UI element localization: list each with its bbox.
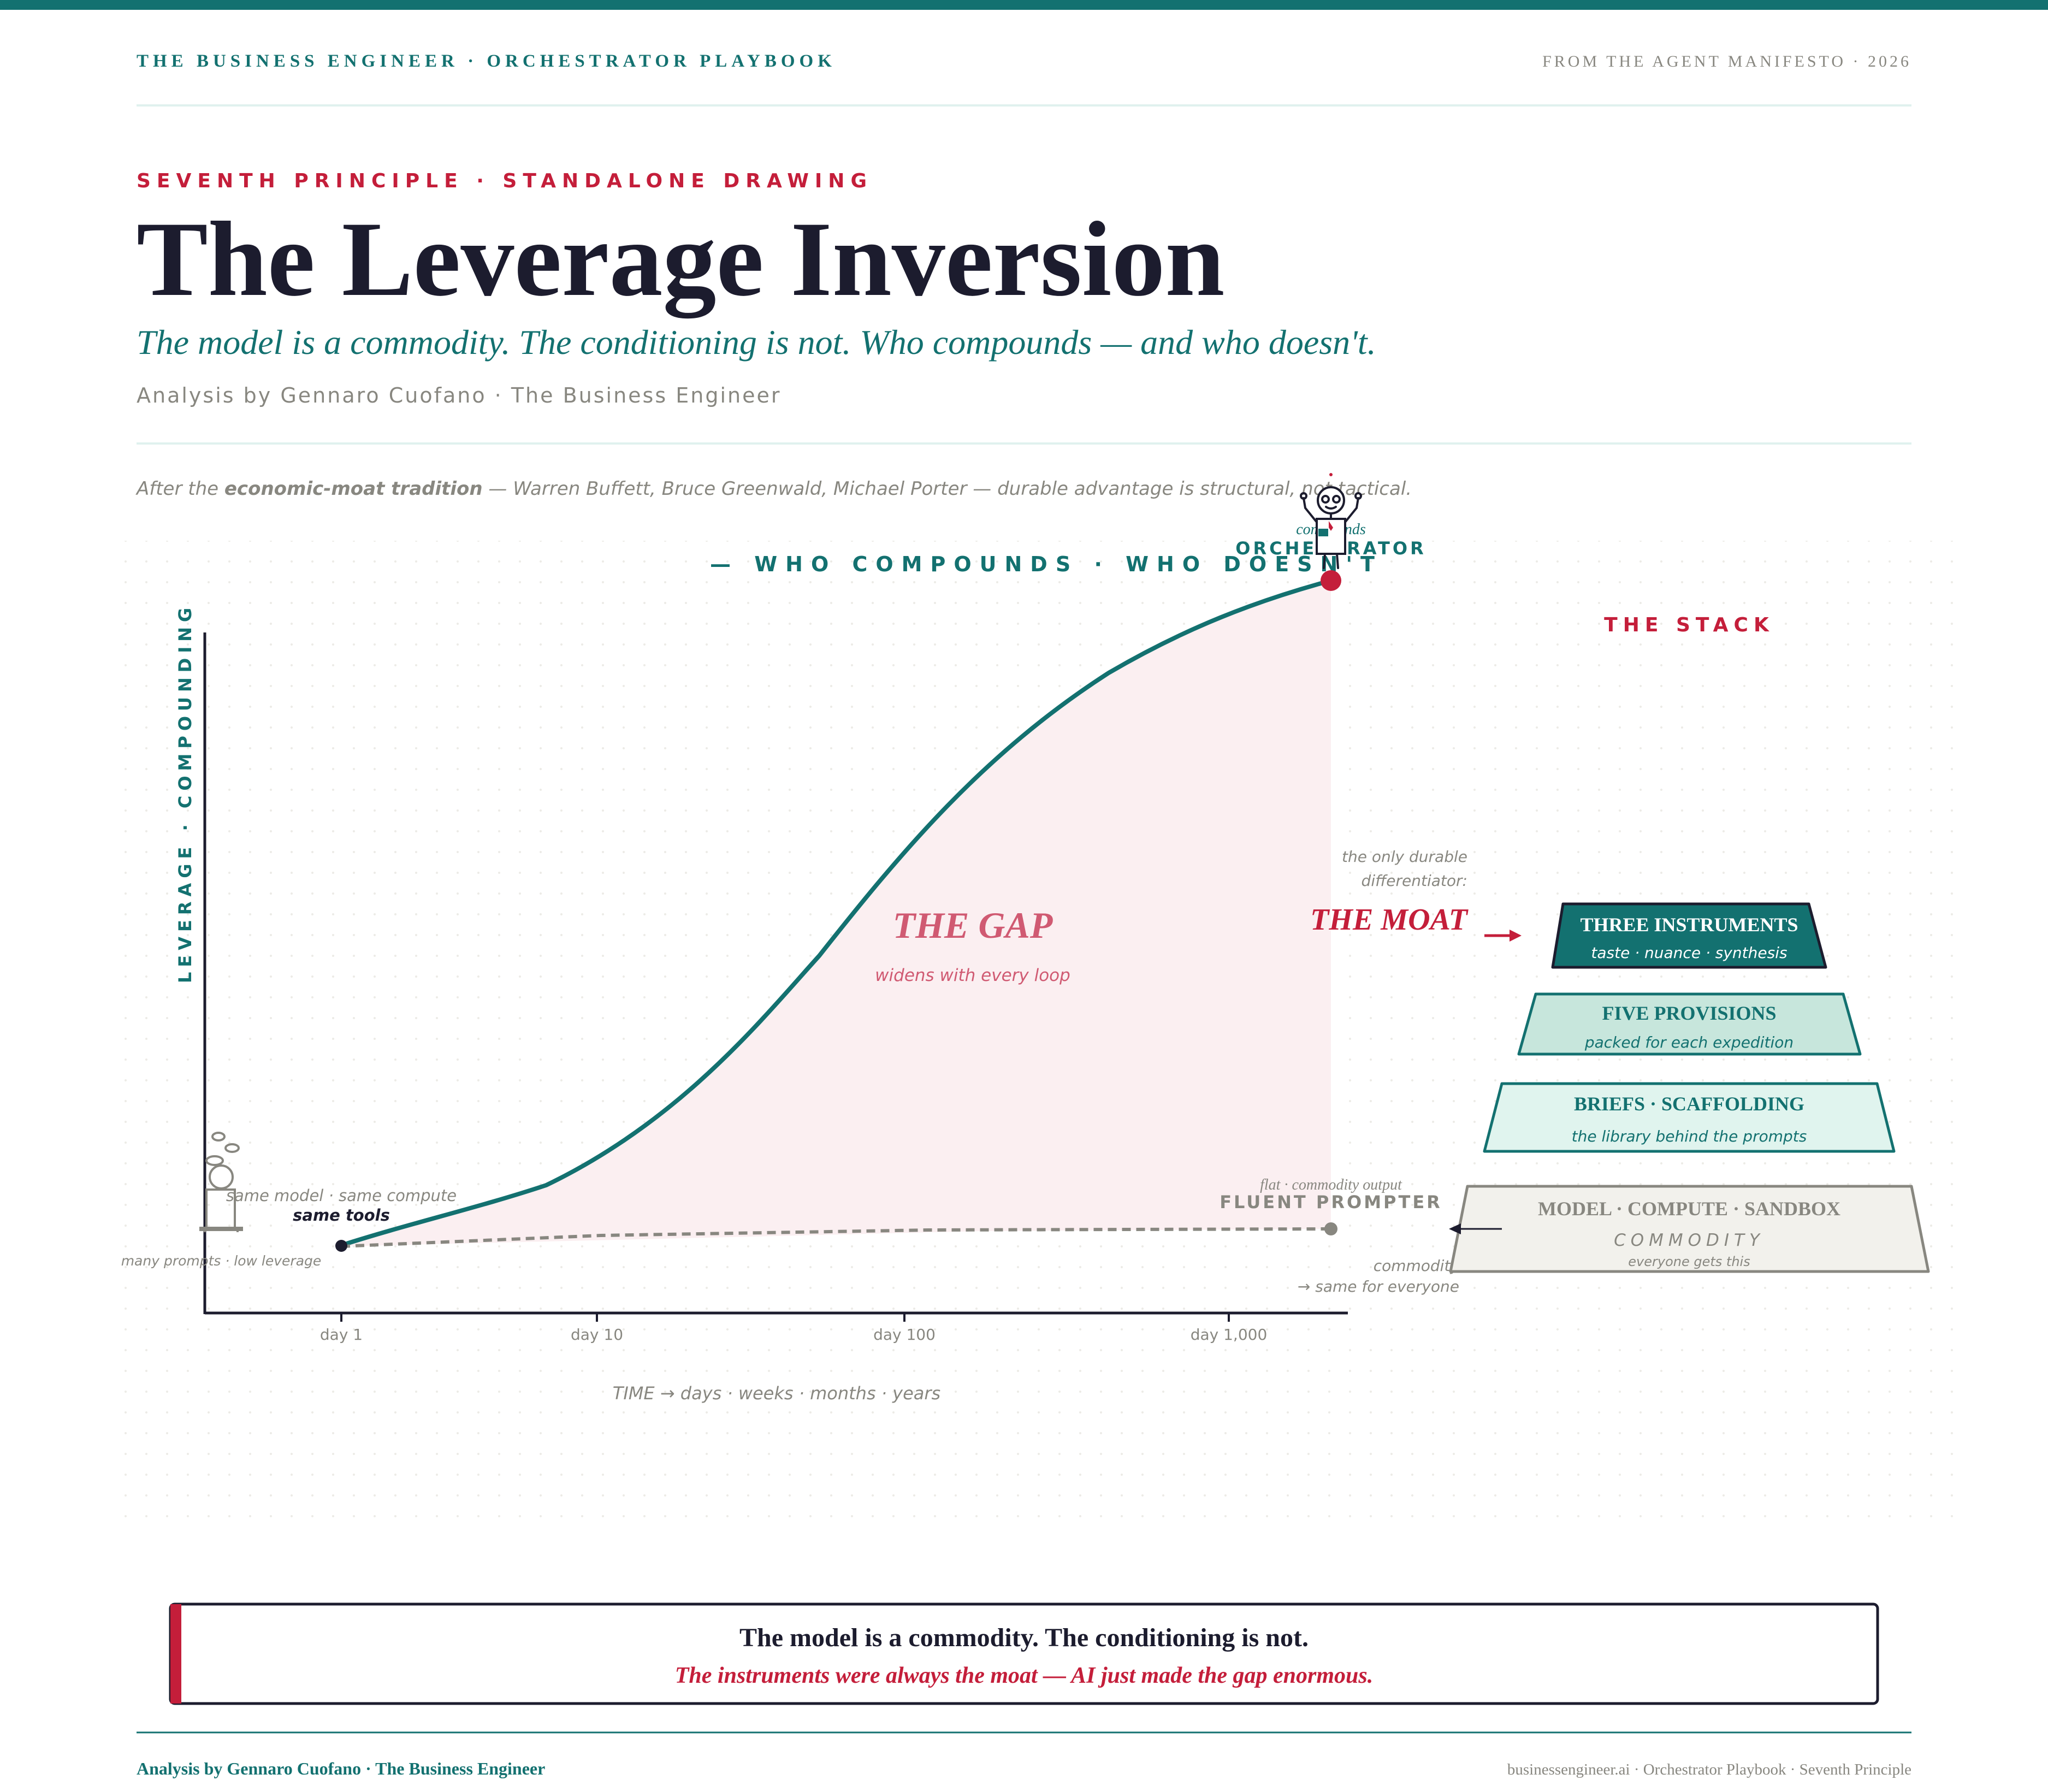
stack-layer-title: FIVE PROVISIONS <box>1602 1002 1776 1024</box>
hero-kicker: SEVENTH PRINCIPLE · STANDALONE DRAWING <box>137 170 873 192</box>
callout-subline: The instruments were always the moat — A… <box>675 1663 1373 1688</box>
stack-layer-subtitle: taste · nuance · synthesis <box>1591 944 1787 962</box>
header-source: FROM THE AGENT MANIFESTO · 2026 <box>1542 52 1911 70</box>
stack-layer-note: everyone gets this <box>1628 1254 1750 1269</box>
x-tick-label: day 100 <box>873 1326 936 1344</box>
prompter-figure-icon <box>199 1132 243 1232</box>
page-subtitle: The model is a commodity. The conditioni… <box>137 323 1376 362</box>
start-label-tools: same tools <box>293 1206 390 1225</box>
stack-layer-briefs: BRIEFS · SCAFFOLDING the library behind … <box>1483 1082 1896 1153</box>
footer-right: businessengineer.ai · Orchestrator Playb… <box>1507 1761 1911 1778</box>
x-tick-label: day 1,000 <box>1191 1326 1268 1344</box>
prompter-endpoint <box>1324 1222 1337 1235</box>
prompter-note: flat · commodity output <box>1260 1176 1402 1193</box>
x-axis-label: TIME → days · weeks · months · years <box>613 1383 940 1404</box>
y-axis-label: LEVERAGE · COMPOUNDING <box>175 603 196 983</box>
commodity-note-sub: → same for everyone <box>1298 1278 1459 1296</box>
gap-area <box>341 581 1331 1246</box>
takeaway-callout: The model is a commodity. The conditioni… <box>169 1602 1879 1705</box>
orchestrator-curve <box>339 578 1333 1247</box>
commodity-note: commodity <box>1374 1257 1460 1275</box>
stack-layer-title: BRIEFS · SCAFFOLDING <box>1574 1093 1804 1115</box>
orchestrator-endpoint <box>1321 570 1341 591</box>
callout-accent-bar <box>170 1604 181 1704</box>
moat-lead-2: differentiator: <box>1362 872 1467 890</box>
moat-lead: the only durable <box>1342 848 1467 866</box>
start-label-context: same model · same compute <box>226 1186 457 1205</box>
attribution-suffix: — Warren Buffett, Bruce Greenwald, Micha… <box>483 478 1412 500</box>
stack-layer-provisions: FIVE PROVISIONS packed for each expediti… <box>1517 992 1862 1056</box>
prompter-label: FLUENT PROMPTER <box>1220 1192 1442 1213</box>
page-title: The Leverage Inversion <box>137 200 1224 318</box>
stack-title: THE STACK <box>1604 614 1774 636</box>
moat-label: THE MOAT <box>1310 903 1469 937</box>
diagram-banner: — WHO COMPOUNDS · WHO DOESN'T <box>710 552 1383 576</box>
gap-title: THE GAP <box>893 904 1053 946</box>
stack-layer-commodity: MODEL · COMPUTE · SANDBOX COMMODITY ever… <box>1449 1185 1930 1273</box>
stack-layer-subtitle: packed for each expedition <box>1584 1033 1794 1051</box>
orchestrator-figure-icon <box>1300 473 1362 569</box>
start-point <box>335 1240 347 1252</box>
byline: Analysis by Gennaro Cuofano · The Busine… <box>137 383 781 407</box>
top-accent-bar <box>0 0 2048 10</box>
prompter-line <box>341 1227 1331 1248</box>
gap-caption: widens with every loop <box>875 966 1070 985</box>
attribution-emphasis: economic-moat tradition <box>224 478 483 500</box>
start-figure-caption: many prompts · low leverage <box>121 1253 322 1269</box>
callout-headline: The model is a commodity. The conditioni… <box>739 1623 1309 1652</box>
moat-arrow-icon <box>1484 930 1522 942</box>
commodity-arrow-icon <box>1449 1223 1502 1234</box>
x-tick-label: day 10 <box>571 1326 623 1344</box>
stack-layer-title: MODEL · COMPUTE · SANDBOX <box>1538 1198 1840 1220</box>
stack-layer-subtitle: the library behind the prompts <box>1572 1127 1807 1145</box>
stack-layer-title: THREE INSTRUMENTS <box>1580 914 1798 936</box>
x-tick-label: day 1 <box>320 1326 363 1344</box>
footer-left: Analysis by Gennaro Cuofano · The Busine… <box>137 1759 545 1778</box>
header-brand: THE BUSINESS ENGINEER · ORCHESTRATOR PLA… <box>137 51 836 71</box>
attribution-line: After the economic-moat tradition — Warr… <box>135 478 1412 500</box>
stack-layer-subtitle: COMMODITY <box>1614 1231 1765 1250</box>
attribution-prefix: After the <box>135 478 224 500</box>
stack-layer-instruments: THREE INSTRUMENTS taste · nuance · synth… <box>1551 902 1827 969</box>
